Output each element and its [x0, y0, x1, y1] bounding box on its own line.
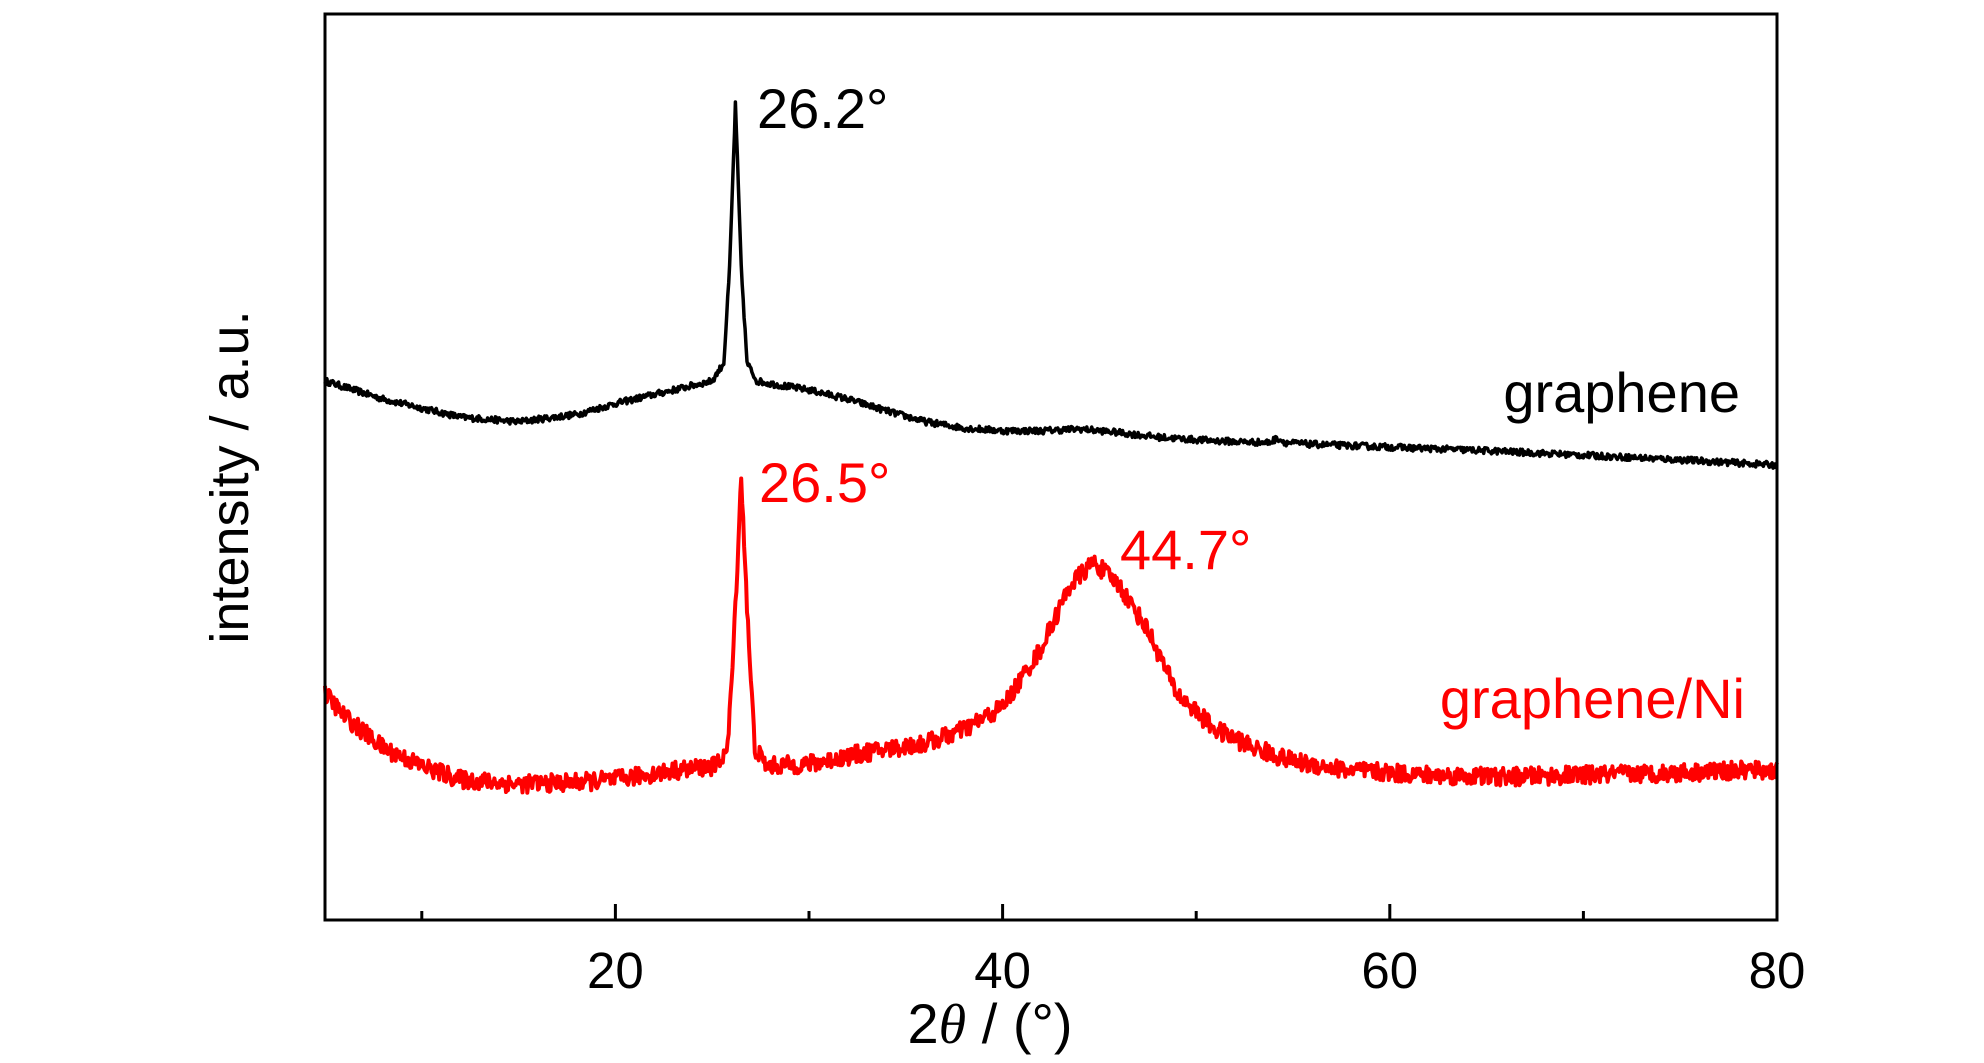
series-label-graphene: graphene: [1503, 361, 1740, 424]
series-lines: [323, 100, 1779, 795]
peak-label-26-2: 26.2°: [757, 77, 888, 140]
x-tick-label: 60: [1361, 942, 1418, 999]
x-axis-ticks: 20 40 60 80: [420, 904, 1806, 999]
x-tick-label: 20: [587, 942, 644, 999]
series-label-graphene-ni: graphene/Ni: [1440, 667, 1745, 730]
x-tick-label: 80: [1749, 942, 1806, 999]
peak-label-26-5: 26.5°: [759, 451, 890, 514]
x-tick-label: 40: [974, 942, 1031, 999]
series-line-graphene-ni: [323, 476, 1779, 795]
plot-frame: [323, 12, 1779, 922]
x-axis-label: 2θ / (°): [907, 992, 1072, 1056]
series-line-graphene: [323, 100, 1779, 470]
y-axis-label: intensity / a.u.: [200, 310, 260, 643]
peak-label-44-7: 44.7°: [1120, 518, 1251, 581]
